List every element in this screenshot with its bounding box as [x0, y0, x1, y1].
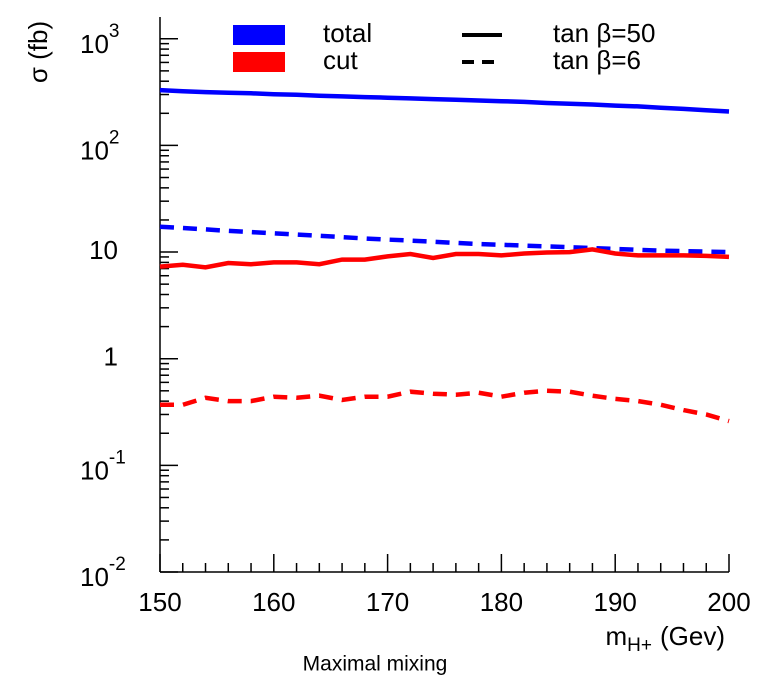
y-tick-label-exponent: 2 [109, 127, 120, 148]
y-tick-label: 103 [80, 21, 120, 59]
series-line [159, 247, 730, 270]
legend-label: cut [323, 45, 358, 75]
y-tick-label-exponent: 3 [109, 21, 120, 42]
x-tick-label: 160 [252, 587, 295, 617]
series-line [159, 87, 730, 114]
x-tick-label: 200 [707, 587, 750, 617]
y-tick-label-base: 10 [80, 29, 109, 59]
y-tick-label: 10 [89, 235, 118, 265]
x-tick-label: 150 [138, 587, 181, 617]
x-tick-label: 170 [366, 587, 409, 617]
y-tick-label: 102 [80, 127, 120, 165]
y-tick-label-exponent: -2 [109, 554, 126, 575]
legend-label: total [323, 18, 372, 48]
x-tick-label: 180 [480, 587, 523, 617]
legend-swatch [233, 25, 285, 45]
x-axis-label-sub: H+ [627, 635, 652, 656]
legend-label: tan β=50 [553, 18, 655, 48]
y-tick-label: 10-1 [80, 447, 126, 485]
y-tick-label-base: 10 [80, 455, 109, 485]
x-tick-label: 190 [594, 587, 637, 617]
x-axis-label: mH+ (Gev) [606, 621, 726, 656]
y-tick-label-base: 10 [80, 135, 109, 165]
series-line [159, 224, 730, 255]
series-line [160, 388, 730, 424]
legend-label: tan β=6 [553, 45, 641, 75]
y-tick-label-base: 10 [80, 562, 109, 592]
caption: Maximal mixing [303, 653, 448, 676]
y-tick-label: 1 [104, 342, 118, 372]
x-axis-label-main: m [606, 621, 628, 651]
y-tick-label-exponent: -1 [109, 447, 126, 468]
y-tick-label: 10-2 [80, 554, 126, 592]
y-axis-label: σ (fb) [23, 21, 53, 83]
x-axis-label-unit: (Gev) [660, 621, 725, 651]
legend-swatch [233, 52, 285, 72]
